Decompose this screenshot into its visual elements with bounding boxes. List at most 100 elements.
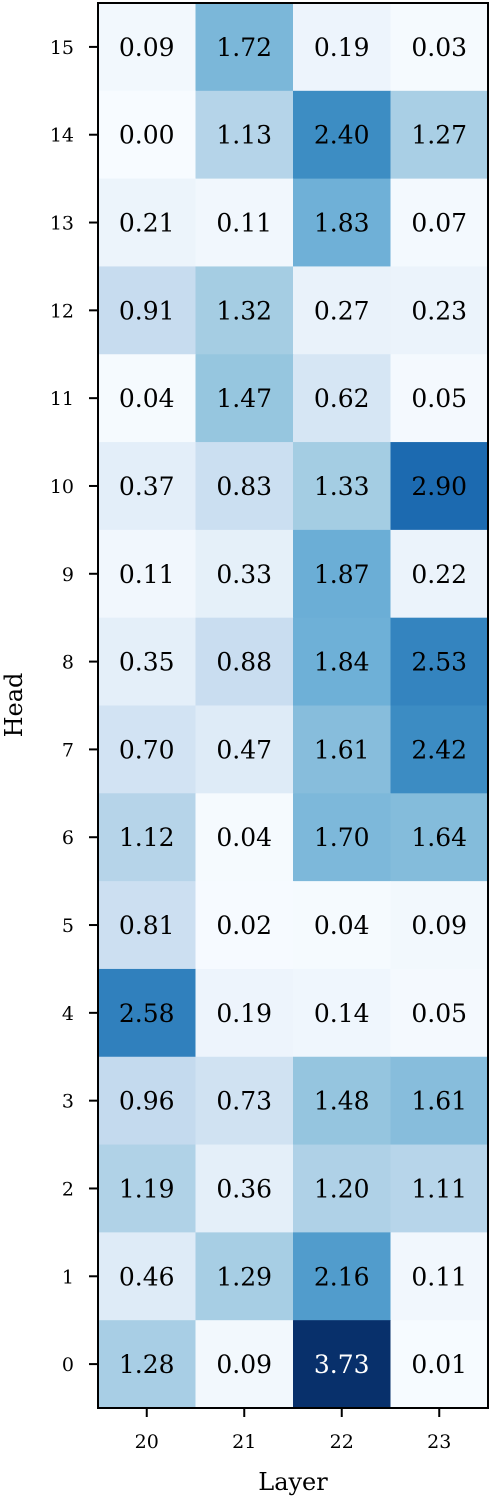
y-tick-label: 6	[62, 827, 74, 849]
x-tick-label: 23	[427, 1431, 451, 1453]
heatmap-cell	[390, 529, 489, 619]
y-tick-label: 10	[50, 476, 74, 498]
cell-value-label: 1.19	[119, 1174, 175, 1203]
heatmap-cell	[390, 3, 489, 92]
heatmap-cell	[390, 968, 489, 1058]
heatmap-cell	[293, 793, 391, 882]
heatmap-cell	[390, 705, 489, 794]
cell-value-label: 0.83	[216, 472, 272, 501]
heatmap-cell	[98, 178, 196, 267]
x-tick-label: 20	[135, 1431, 159, 1453]
heatmap-cell	[390, 617, 489, 706]
heatmap-cell	[293, 1144, 391, 1233]
heatmap-cell	[98, 1320, 196, 1409]
heatmap-cell	[293, 1320, 391, 1409]
cell-value-label: 0.46	[119, 1262, 175, 1291]
y-tick-label: 7	[62, 739, 74, 761]
cell-value-label: 0.09	[119, 33, 175, 62]
heatmap-cell	[98, 1232, 196, 1321]
cell-value-label: 0.62	[314, 384, 370, 413]
cell-value-label: 1.83	[314, 209, 370, 238]
heatmap-cell	[195, 354, 294, 443]
heatmap-cell	[98, 1144, 196, 1233]
y-axis-label: Head	[0, 673, 28, 738]
y-tick-label: 5	[62, 915, 74, 937]
cell-value-label: 1.61	[314, 735, 370, 764]
cell-value-label: 0.36	[216, 1174, 272, 1203]
heatmap-cell	[195, 881, 294, 970]
heatmap-cell	[390, 1320, 489, 1409]
heatmap-cell	[390, 354, 489, 443]
heatmap-cell	[195, 617, 294, 706]
cell-value-label: 0.35	[119, 648, 175, 677]
cell-value-label: 0.11	[216, 209, 272, 238]
heatmap-cell	[98, 90, 196, 180]
cell-value-label: 0.04	[314, 911, 370, 940]
cell-value-label: 0.37	[119, 472, 175, 501]
y-tick-label: 1	[62, 1266, 74, 1288]
heatmap-cell	[98, 793, 196, 882]
heatmap-cell	[293, 266, 391, 355]
heatmap-cell	[293, 3, 391, 92]
heatmap-cell	[390, 793, 489, 882]
plot-frame	[97, 2, 489, 1409]
heatmap-cell	[98, 1056, 196, 1146]
cell-value-label: 0.09	[216, 1350, 272, 1379]
cell-value-label: 1.12	[119, 823, 175, 852]
heatmap-cell	[195, 529, 294, 619]
heatmap-cell	[293, 442, 391, 531]
cell-value-label: 1.13	[216, 121, 272, 150]
cell-value-label: 0.03	[411, 33, 467, 62]
x-tick-label: 22	[330, 1431, 354, 1453]
heatmap-cell	[390, 90, 489, 180]
heatmap-cell	[195, 1144, 294, 1233]
y-tick-label: 0	[62, 1354, 74, 1376]
cell-value-label: 0.11	[119, 560, 175, 589]
cell-value-label: 0.47	[216, 735, 272, 764]
cell-value-label: 0.22	[411, 560, 467, 589]
heatmap-cell	[195, 1056, 294, 1146]
y-tick-label: 12	[50, 300, 74, 322]
heatmap-cell	[293, 881, 391, 970]
y-tick-label: 15	[50, 37, 74, 59]
cell-value-label: 1.11	[411, 1174, 467, 1203]
heatmap-cell	[98, 442, 196, 531]
heatmap-cell	[390, 442, 489, 531]
cell-value-label: 1.48	[314, 1087, 370, 1116]
heatmap-cell	[98, 705, 196, 794]
cell-value-label: 1.72	[216, 33, 272, 62]
cell-value-label: 2.58	[119, 999, 175, 1028]
cell-value-label: 3.73	[314, 1350, 370, 1379]
cell-value-label: 0.19	[216, 999, 272, 1028]
cell-value-label: 2.16	[314, 1262, 370, 1291]
cell-value-label: 1.28	[119, 1350, 175, 1379]
cell-value-label: 1.20	[314, 1174, 370, 1203]
heatmap-cell	[98, 3, 196, 92]
heatmap-cell	[293, 529, 391, 619]
cell-value-label: 0.70	[119, 735, 175, 764]
cell-value-label: 2.40	[314, 121, 370, 150]
heatmap-cell	[195, 3, 294, 92]
x-axis-label: Layer	[258, 1468, 328, 1496]
y-tick-label: 14	[50, 125, 74, 147]
heatmap-cell	[293, 1232, 391, 1321]
heatmap-cell	[293, 90, 391, 180]
heatmap-cell	[293, 705, 391, 794]
heatmap-cell	[293, 617, 391, 706]
heatmap-cell	[98, 617, 196, 706]
heatmap-cell	[195, 266, 294, 355]
x-axis-ticks: 20 21 22 23	[135, 1408, 451, 1453]
cell-value-label: 2.53	[411, 648, 467, 677]
heatmap-cell	[195, 178, 294, 267]
heatmap-cell	[98, 881, 196, 970]
heatmap-cell	[195, 90, 294, 180]
cell-value-label: 0.01	[411, 1350, 467, 1379]
cell-value-label: 0.81	[119, 911, 175, 940]
cell-value-label: 1.61	[411, 1087, 467, 1116]
heatmap-cell	[98, 266, 196, 355]
y-tick-label: 4	[62, 1003, 74, 1025]
cell-value-label: 0.05	[411, 384, 467, 413]
cell-value-label: 1.33	[314, 472, 370, 501]
cell-value-label: 0.07	[411, 209, 467, 238]
